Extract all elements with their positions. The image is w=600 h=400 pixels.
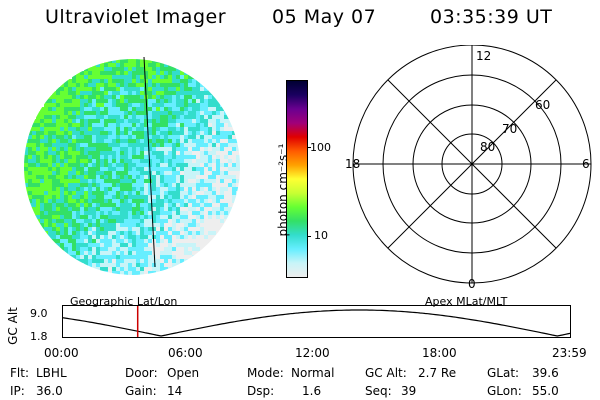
seq-label: Seq: [365, 384, 392, 398]
colorbar-tick-100: 100 [310, 141, 331, 154]
door-value: Open [167, 366, 200, 380]
mode-value: Normal [291, 366, 335, 380]
glon-value: 55.0 [532, 384, 559, 398]
lat-label-80: 80 [480, 140, 495, 154]
seq-value: 39 [401, 384, 417, 398]
ip-label: IP: [10, 384, 25, 398]
dsp-label: Dsp: [247, 384, 275, 398]
colorbar-label: photon cm⁻²s⁻¹ [276, 143, 290, 237]
gc-alt-value: 2.7 Re [418, 366, 457, 380]
altitude-curve [62, 309, 571, 337]
time-tick-0000: 00:00 [44, 346, 79, 360]
lat-label-60: 60 [535, 98, 550, 112]
gc-alt-tick-low: 1.8 [30, 330, 48, 343]
gc-alt-axis-label: GC Alt [6, 307, 20, 345]
time-tick-1800: 18:00 [422, 346, 457, 360]
uv-image [24, 56, 240, 275]
timeline-frame [62, 305, 571, 338]
mlt-label-6: 6 [582, 157, 590, 171]
glon-label: GLon: [487, 384, 522, 398]
terminator-line [143, 56, 156, 268]
colorbar [286, 80, 308, 278]
time-tick-0600: 06:00 [168, 346, 203, 360]
glat-label: GLat: [487, 366, 520, 380]
mlt-label-12: 12 [476, 49, 491, 63]
door-label: Door: [125, 366, 158, 380]
app-title: Ultraviolet Imager [45, 6, 227, 28]
time-tick-2359: 23:59 [552, 346, 587, 360]
polar-grid: 12 6 0 18 80 70 60 [345, 45, 592, 291]
ip-value: 36.0 [36, 384, 63, 398]
gain-value: 14 [167, 384, 183, 398]
glat-value: 39.6 [532, 366, 559, 380]
mlt-label-0: 0 [468, 277, 476, 291]
colorbar-tick-10: 10 [314, 229, 328, 242]
time-tick-1200: 12:00 [295, 346, 330, 360]
gc-alt-tick-high: 9.0 [30, 307, 48, 320]
flt-value: LBHL [36, 366, 67, 380]
apex-caption: Apex MLat/MLT [425, 295, 508, 308]
time-label: 03:35:39 UT [430, 6, 553, 28]
gain-label: Gain: [125, 384, 157, 398]
uv-pixel-layer [24, 59, 240, 275]
mode-label: Mode: [247, 366, 284, 380]
date-label: 05 May 07 [272, 6, 377, 28]
gc-alt-label: GC Alt: [365, 366, 407, 380]
dsp-value: 1.6 [302, 384, 322, 398]
altitude-timeline [62, 305, 571, 338]
flt-label: Flt: [10, 366, 29, 380]
geographic-caption: Geographic Lat/Lon [70, 295, 178, 308]
lat-label-70: 70 [502, 122, 517, 136]
mlt-label-18: 18 [345, 157, 360, 171]
